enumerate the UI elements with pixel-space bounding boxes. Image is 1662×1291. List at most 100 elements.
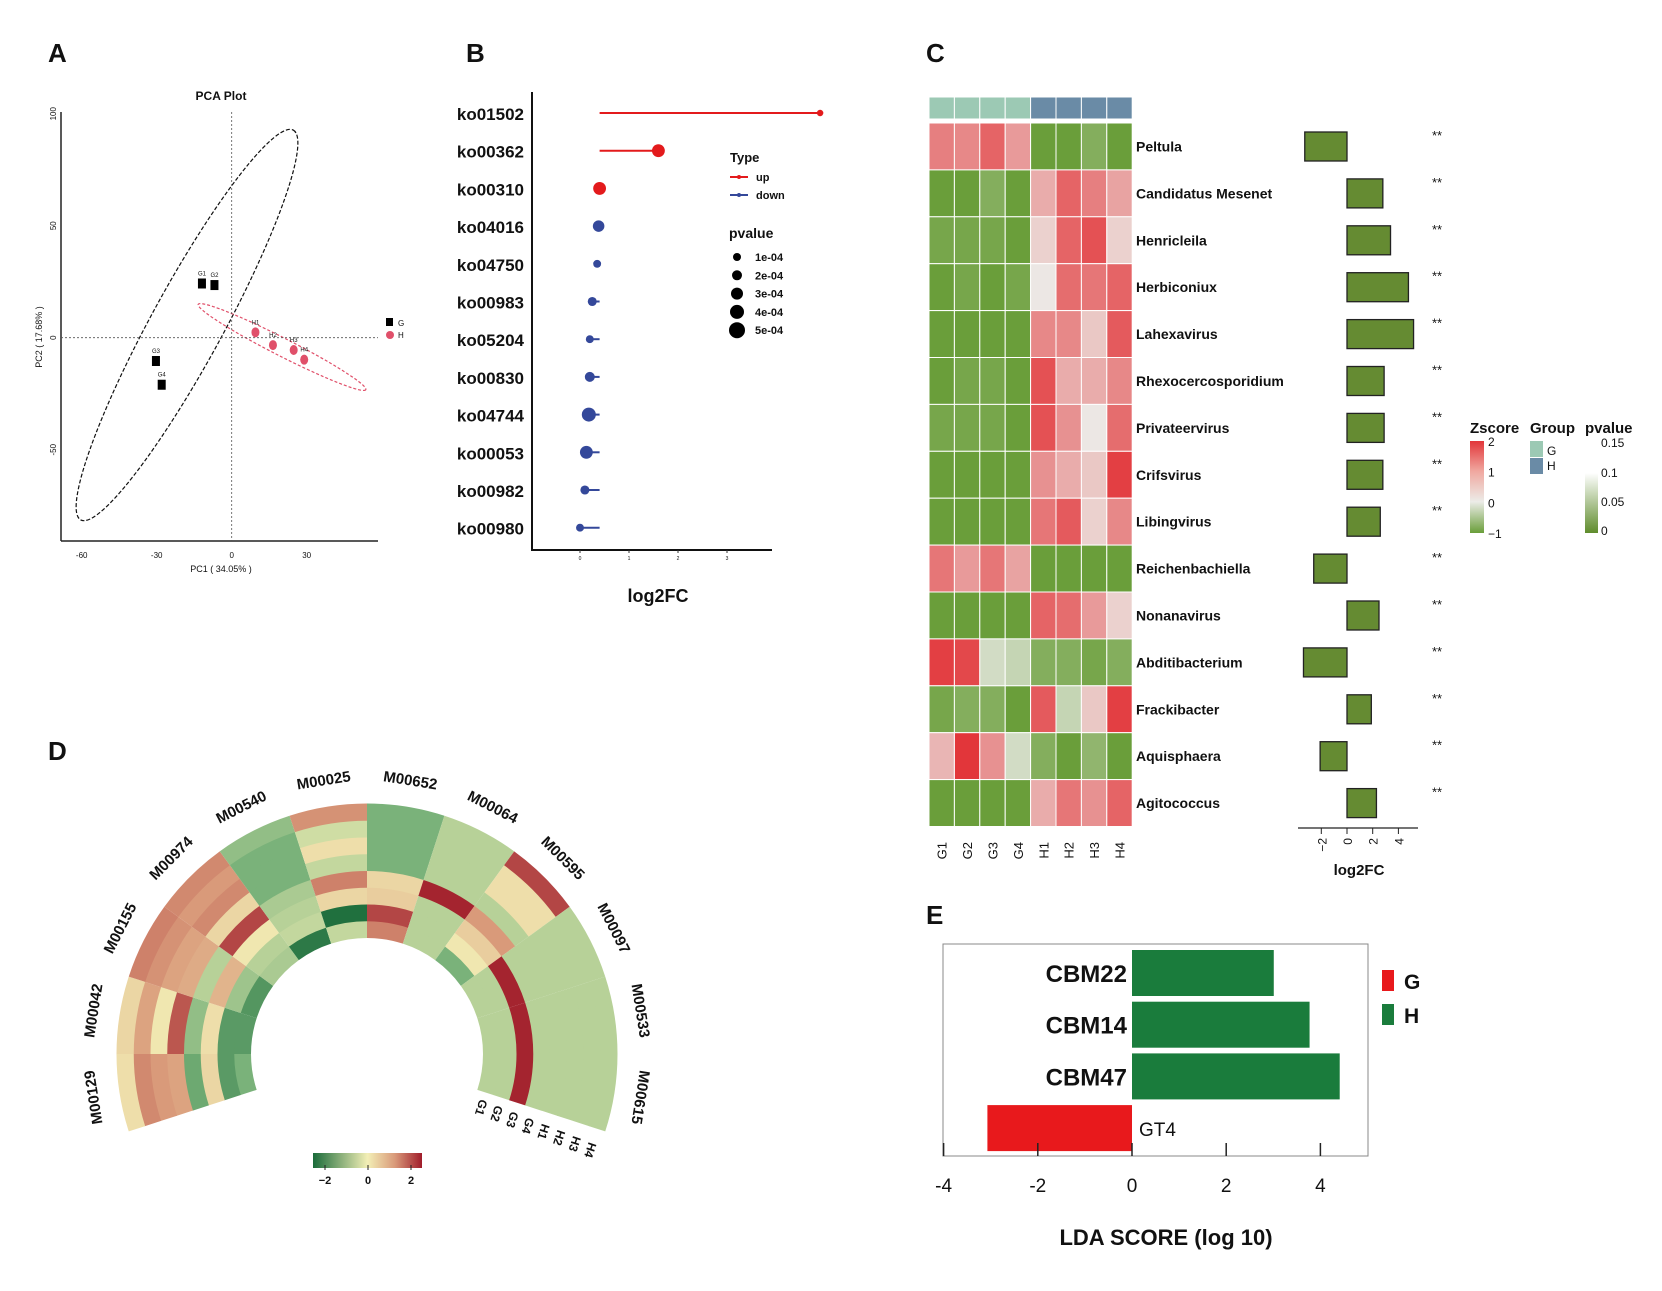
heatmap-sector-cell	[233, 1012, 257, 1054]
row-label: ko00982	[457, 482, 524, 501]
column-label: H3	[1087, 842, 1102, 859]
heatmap-cell	[979, 263, 1006, 312]
legend-title-type: Type	[730, 150, 759, 165]
heatmap-sector-cell	[493, 1054, 517, 1101]
significance-stars: **	[1432, 128, 1442, 143]
h-confidence-ellipse	[197, 302, 367, 392]
heatmap-cell	[1030, 263, 1057, 312]
panel-label-b: B	[466, 38, 485, 68]
significance-stars: **	[1432, 269, 1442, 284]
heatmap-cell	[979, 591, 1006, 640]
legend-swatch-h	[1530, 458, 1543, 474]
heatmap-cell	[953, 450, 981, 499]
heatmap-cell	[1004, 779, 1032, 827]
lollipop-point	[585, 335, 594, 344]
legend-size-dot	[731, 287, 743, 300]
column-label: H4	[1113, 842, 1128, 859]
taxon-label: Frackibacter	[1136, 701, 1220, 717]
ring-label: H2	[550, 1128, 568, 1147]
log2fc-bar	[1304, 131, 1348, 162]
heatmap-sector-cell	[367, 870, 424, 896]
taxon-label: Libingvirus	[1136, 514, 1212, 530]
heatmap-sector-cell	[245, 932, 289, 976]
taxon-label: Candidatus Mesenet	[1136, 185, 1272, 201]
heatmap-cell	[1004, 497, 1032, 546]
heatmap-cell	[953, 310, 981, 359]
heatmap-cell	[979, 779, 1006, 827]
point-label: G4	[158, 373, 167, 379]
taxon-label: Crifsvirus	[1136, 467, 1202, 483]
heatmap-cell	[1030, 450, 1057, 499]
group-annotation-cell	[1106, 96, 1133, 120]
heatmap-sector-cell	[454, 919, 502, 967]
heatmap-sector-cell	[477, 1012, 501, 1054]
heatmap-cell	[953, 263, 981, 312]
lollipop-point	[576, 523, 584, 532]
x-tick-label: 3	[726, 556, 729, 562]
heatmap-cell	[928, 591, 955, 640]
x-tick-label: 0	[1127, 1176, 1138, 1197]
significance-stars: **	[1432, 785, 1442, 800]
group-annotation-cell	[1030, 96, 1057, 120]
heatmap-cell	[1055, 122, 1082, 171]
point-label: H1	[252, 320, 260, 326]
heatmap-cell	[979, 685, 1006, 734]
heatmap-cell	[1004, 310, 1032, 359]
heatmap-sector-cell	[310, 870, 367, 896]
heatmap-sector-cell	[183, 1054, 209, 1111]
zscore-colorbar	[1470, 441, 1484, 533]
heatmap-sector-cell	[259, 946, 299, 986]
heatmap-sector-cell	[367, 920, 409, 944]
legend-label: G	[1404, 971, 1420, 994]
heatmap-cell	[1080, 357, 1108, 405]
heatmap-cell	[1080, 779, 1108, 827]
x-tick-label: 2	[677, 556, 680, 562]
row-label: ko00983	[457, 294, 524, 313]
heatmap-cell	[1055, 169, 1082, 218]
heatmap-cell	[1055, 779, 1082, 827]
heatmap-cell	[1030, 544, 1057, 593]
heatmap-cell	[1106, 497, 1133, 546]
heatmap-cell	[979, 216, 1006, 265]
heatmap-cell	[1055, 638, 1082, 687]
panel-label-a: A	[48, 38, 67, 68]
heatmap-sector-cell	[128, 906, 179, 982]
heatmap-sector-cell	[240, 975, 274, 1019]
heatmap-cell	[1004, 357, 1032, 405]
zscore-tick-label: 2	[1488, 435, 1495, 449]
heatmap-cell	[1106, 685, 1133, 734]
data-point-g	[151, 355, 160, 366]
log2fc-bar	[1313, 553, 1348, 584]
heatmap-cell	[928, 169, 955, 218]
module-label: M00064	[465, 788, 522, 828]
heatmap-sector-cell	[367, 887, 419, 912]
group-annotation-cell	[1004, 96, 1032, 120]
heatmap-cell	[928, 122, 955, 171]
heatmap-cell	[953, 638, 981, 687]
colorbar-tick-label: 2	[408, 1175, 414, 1187]
taxon-label: Privateervirus	[1136, 420, 1230, 436]
legend-title-group: Group	[1530, 420, 1575, 437]
log2fc-bar	[1346, 225, 1392, 256]
zscore-tick-label: 0	[1488, 496, 1495, 510]
legend-size-dot	[732, 270, 742, 281]
x-axis-label: LDA SCORE (log 10)	[1059, 1225, 1272, 1250]
heatmap-sector-cell	[176, 936, 219, 998]
module-label: M00974	[146, 833, 197, 884]
significance-stars: **	[1432, 409, 1442, 424]
heatmap-cell	[1004, 732, 1032, 781]
y-tick-label: 50	[49, 221, 58, 230]
legend-size-label: 5e-04	[755, 325, 784, 337]
x-axis-label: log2FC	[628, 586, 689, 606]
row-label: ko04750	[457, 256, 524, 275]
legend-title-pvalue: pvalue	[729, 225, 774, 241]
heatmap-sector-cell	[259, 879, 316, 920]
module-label: M00652	[382, 768, 438, 793]
heatmap-sector-cell	[294, 820, 367, 849]
lollipop-point	[581, 407, 596, 422]
heatmap-sector-cell	[144, 916, 192, 988]
heatmap-sector-cell	[367, 853, 429, 880]
group-annotation-cell	[1055, 96, 1082, 120]
heatmap-cell	[928, 638, 955, 687]
heatmap-cell	[1030, 403, 1057, 452]
